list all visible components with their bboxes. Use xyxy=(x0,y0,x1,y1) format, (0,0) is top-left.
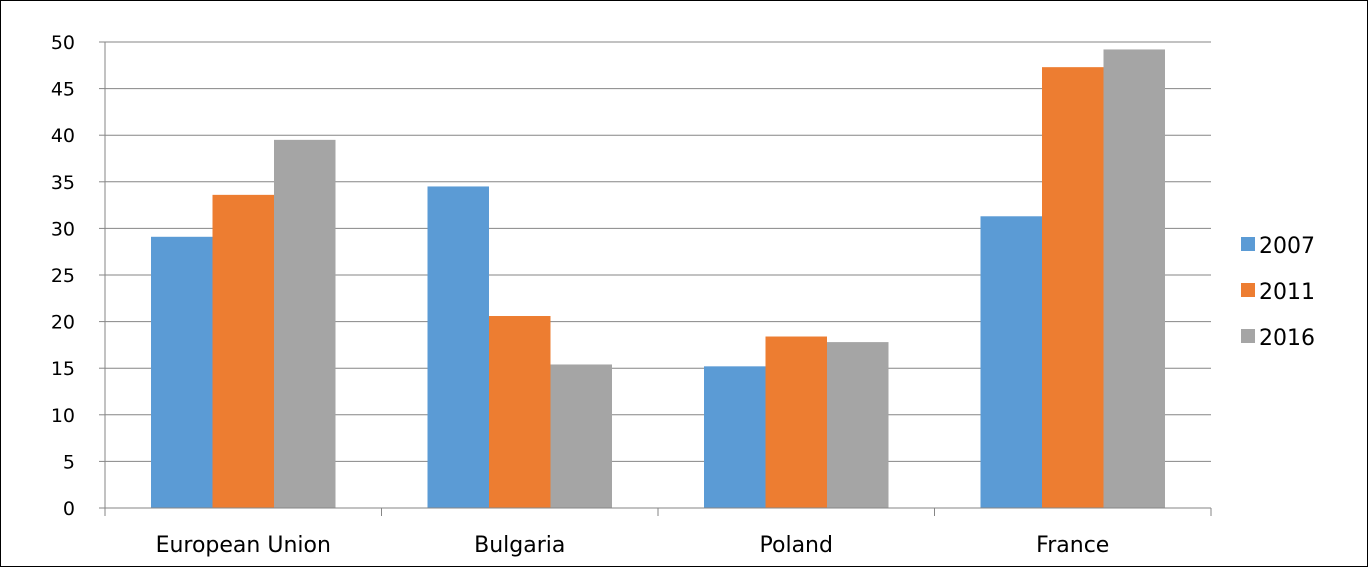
legend-swatch-2016 xyxy=(1241,329,1255,343)
bar-2016-bulgaria xyxy=(550,364,612,508)
y-tick-label: 20 xyxy=(51,312,75,334)
bar-2007-european-union xyxy=(151,236,213,508)
bar-2007-poland xyxy=(704,366,766,508)
y-tick-label: 30 xyxy=(51,218,75,240)
x-category-label: European Union xyxy=(156,533,331,558)
bars xyxy=(151,49,1165,509)
x-category-label: Bulgaria xyxy=(474,533,565,558)
x-category-label: Poland xyxy=(760,533,833,558)
bar-2016-poland xyxy=(827,342,889,508)
legend-swatch-2011 xyxy=(1241,283,1255,297)
y-tick-label: 35 xyxy=(51,172,75,194)
legend: 2007 2011 2016 xyxy=(1241,234,1315,351)
x-category-label: France xyxy=(1036,533,1109,558)
y-tick-label: 5 xyxy=(63,451,75,473)
legend-label-2007: 2007 xyxy=(1259,234,1315,259)
legend-label-2011: 2011 xyxy=(1259,280,1315,305)
bar-2011-poland xyxy=(765,336,827,508)
bar-2011-bulgaria xyxy=(489,316,551,508)
y-tick-label: 15 xyxy=(51,358,75,380)
legend-swatch-2007 xyxy=(1241,237,1255,251)
y-tick-label: 25 xyxy=(51,265,75,287)
bar-2007-france xyxy=(980,216,1042,508)
bar-2011-european-union xyxy=(212,194,274,508)
axes: 0 5 10 15 20 25 30 35 40 45 50 European Union Bulgar… xyxy=(51,32,1212,558)
bar-2016-france xyxy=(1103,49,1165,509)
y-tick-label: 0 xyxy=(63,498,75,520)
bar-2007-bulgaria xyxy=(427,186,489,508)
y-tick-label: 45 xyxy=(51,79,75,101)
bar-2011-france xyxy=(1042,67,1104,508)
bar-2016-european-union xyxy=(274,139,336,509)
y-tick-label: 50 xyxy=(51,32,75,54)
legend-label-2016: 2016 xyxy=(1259,326,1315,351)
y-tick-label: 40 xyxy=(51,125,75,147)
y-tick-label: 10 xyxy=(51,405,75,427)
